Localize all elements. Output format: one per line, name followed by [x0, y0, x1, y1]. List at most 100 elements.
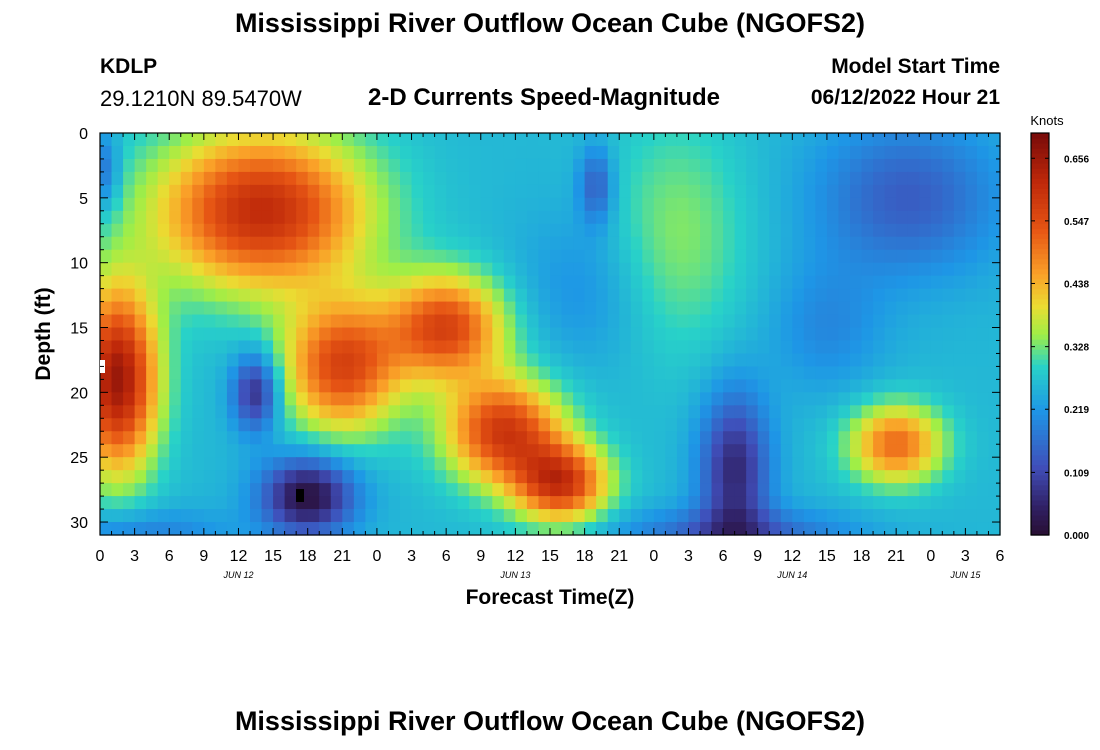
heatmap-cell: [953, 249, 966, 264]
heatmap-cell: [792, 184, 805, 199]
heatmap-cell: [792, 340, 805, 355]
heatmap-cell: [342, 405, 355, 419]
heatmap-cell: [330, 522, 343, 536]
heatmap-cell: [411, 184, 424, 199]
heatmap-cell: [780, 249, 793, 264]
heatmap-cell: [284, 366, 297, 380]
heatmap-cell: [919, 470, 932, 484]
heatmap-cell: [400, 457, 413, 471]
heatmap-cell: [273, 223, 286, 238]
x-tick-label: 18: [576, 548, 594, 565]
heatmap-cell: [676, 405, 690, 419]
heatmap-cell: [273, 262, 286, 277]
heatmap-cell: [180, 470, 193, 484]
heatmap-cell: [273, 145, 286, 160]
colorbar-segment: [1031, 424, 1049, 431]
heatmap-cell: [965, 405, 978, 419]
heatmap-cell: [907, 405, 920, 419]
heatmap-cell: [330, 184, 343, 199]
heatmap-cell: [826, 340, 840, 355]
x-tick-label: 18: [853, 548, 871, 565]
heatmap-cell: [192, 197, 205, 212]
heatmap-cell: [365, 405, 378, 419]
heatmap-cell: [850, 236, 863, 251]
heatmap-cell: [873, 366, 886, 380]
heatmap-cell: [388, 288, 401, 303]
heatmap-cell: [400, 522, 413, 536]
heatmap-cell: [826, 470, 840, 484]
heatmap-cell: [469, 288, 482, 303]
heatmap-cell: [423, 457, 436, 471]
heatmap-cell: [965, 392, 978, 406]
heatmap-cell: [423, 236, 436, 251]
heatmap-cell: [976, 145, 990, 160]
heatmap-cell: [861, 379, 874, 393]
heatmap-cell: [550, 184, 563, 199]
heatmap-cell: [630, 457, 643, 471]
heatmap-cell: [826, 327, 840, 342]
heatmap-cell: [826, 405, 840, 419]
heatmap-cell: [919, 314, 932, 329]
heatmap-cell: [203, 288, 216, 303]
heatmap-cell: [573, 236, 586, 251]
heatmap-cell: [907, 327, 920, 342]
heatmap-cell: [630, 418, 643, 432]
heatmap-cell: [169, 405, 182, 419]
heatmap-cell: [988, 457, 1001, 471]
heatmap-cell: [284, 184, 297, 199]
heatmap-cell: [734, 275, 747, 290]
heatmap-cell: [953, 158, 966, 173]
heatmap-cell: [250, 184, 263, 199]
heatmap-cell: [307, 210, 320, 225]
heatmap-cell: [353, 249, 366, 264]
heatmap-cell: [365, 236, 378, 251]
heatmap-cell: [803, 405, 816, 419]
heatmap-cell: [584, 405, 597, 419]
heatmap-cell: [157, 353, 170, 368]
heatmap-cell: [307, 353, 320, 368]
heatmap-cell: [619, 288, 632, 303]
heatmap-cell: [353, 496, 366, 510]
heatmap-cell: [526, 444, 540, 458]
heatmap-cell: [942, 522, 955, 536]
heatmap-cell: [376, 379, 390, 393]
colorbar-segment: [1031, 429, 1049, 436]
heatmap-cell: [873, 171, 886, 186]
heatmap-cell: [907, 210, 920, 225]
heatmap-cell: [353, 133, 366, 147]
heatmap-cell: [134, 197, 147, 212]
heatmap-cell: [573, 301, 586, 316]
heatmap-cell: [803, 470, 816, 484]
heatmap-cell: [319, 288, 332, 303]
heatmap-cell: [573, 340, 586, 355]
heatmap-cell: [723, 431, 736, 445]
heatmap-cell: [930, 133, 943, 147]
heatmap-cell: [492, 444, 505, 458]
heatmap-cell: [596, 184, 609, 199]
heatmap-cell: [780, 314, 793, 329]
heatmap-cell: [723, 262, 736, 277]
heatmap-cell: [273, 327, 286, 342]
heatmap-cell: [388, 431, 401, 445]
heatmap-cell: [353, 197, 366, 212]
y-tick-label: 10: [70, 256, 88, 273]
heatmap-cell: [284, 236, 297, 251]
heatmap-cell: [111, 210, 124, 225]
heatmap-cell: [653, 340, 666, 355]
colorbar-segment: [1031, 188, 1049, 194]
heatmap-cell: [896, 262, 909, 277]
heatmap-cell: [480, 444, 493, 458]
x-tick-label: 12: [506, 548, 524, 565]
heatmap-cell: [526, 133, 540, 147]
heatmap-cell: [780, 301, 793, 316]
heatmap-cell: [238, 184, 251, 199]
heatmap-cell: [688, 314, 701, 329]
heatmap-cell: [815, 210, 828, 225]
heatmap-cell: [723, 496, 736, 510]
heatmap-cell: [803, 496, 816, 510]
heatmap-cell: [550, 236, 563, 251]
heatmap-cell: [515, 457, 528, 471]
heatmap-cell: [757, 444, 770, 458]
heatmap-cell: [434, 327, 447, 342]
heatmap-cell: [365, 418, 378, 432]
